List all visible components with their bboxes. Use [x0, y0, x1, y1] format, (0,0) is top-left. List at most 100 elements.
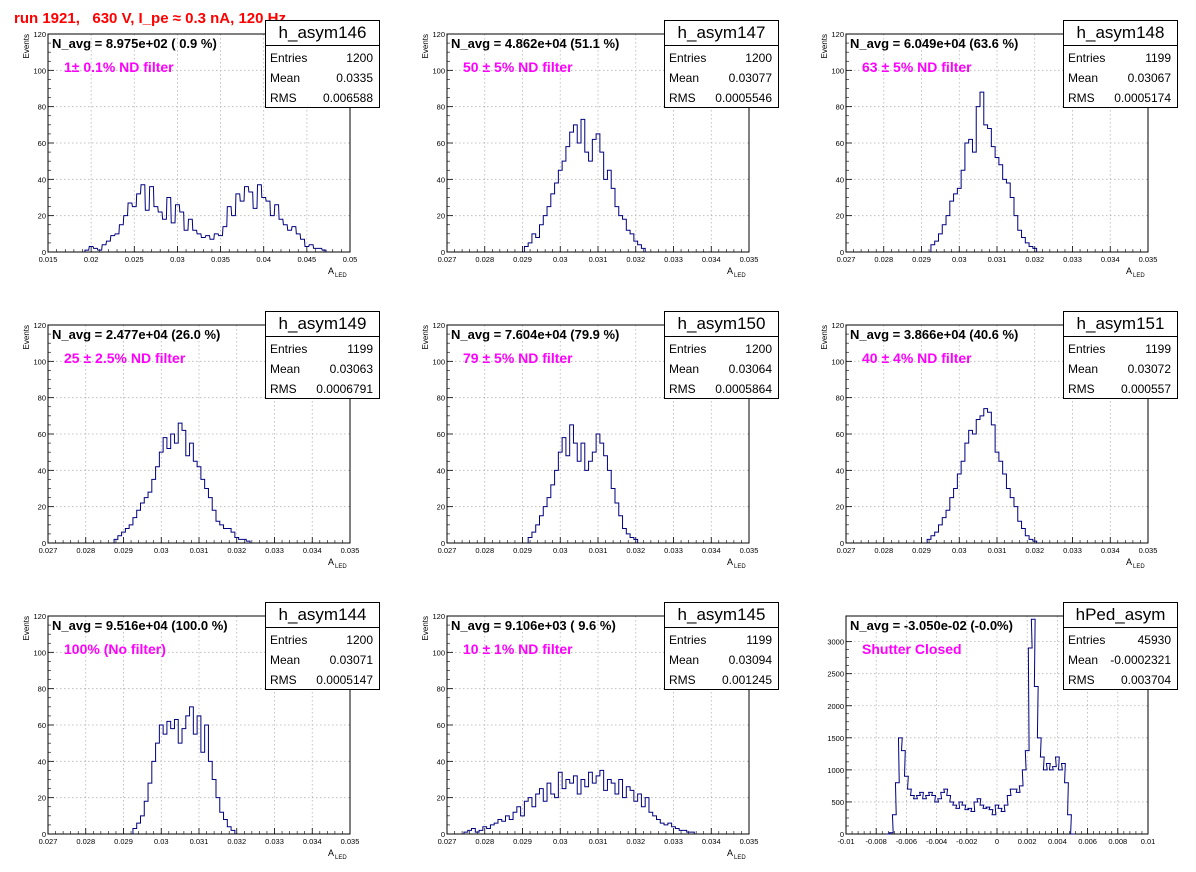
stats-value-entries: 45930: [1137, 633, 1171, 647]
histogram-bin: [479, 830, 483, 834]
histogram-bin: [174, 443, 178, 543]
x-tick-label: 0.01: [1141, 837, 1156, 846]
stats-row-rms: RMS 0.0006791: [270, 379, 373, 399]
histogram-bin: [592, 139, 596, 252]
x-tick-label: -0.002: [956, 837, 977, 846]
y-axis-label: Events: [22, 34, 31, 58]
y-tick-label: 1000: [827, 766, 844, 775]
histogram-bin: [513, 812, 517, 834]
histogram-name: h_asym144: [266, 603, 379, 628]
x-axis-label: A: [727, 266, 733, 276]
histogram-bin: [555, 470, 559, 543]
histogram-bin: [1029, 539, 1033, 543]
histogram-bin: [167, 198, 171, 253]
stats-row-mean: Mean 0.03077: [669, 68, 772, 88]
histogram-bin: [596, 434, 600, 543]
histogram-bin: [266, 201, 270, 252]
stats-value-rms: 0.001245: [721, 673, 772, 687]
x-axis-label: A: [1126, 266, 1132, 276]
histogram-bin: [570, 425, 574, 543]
x-tick-label: 0.002: [1018, 837, 1037, 846]
run-title: run 1921, 630 V, I_pe ≈ 0.3 nA, 120 Hz: [14, 10, 286, 27]
histogram-bin: [551, 194, 555, 252]
histogram-bin: [611, 783, 615, 834]
stats-box: h_asym150 Entries 1200 Mean 0.03064 RMS 0.0005…: [664, 311, 779, 399]
navg-label: N_avg = 6.049e+04 (63.6 %): [850, 36, 1019, 51]
stats-label-mean: Mean: [270, 71, 301, 85]
y-tick-label: 100: [33, 66, 46, 75]
histogram-bin: [528, 538, 532, 543]
histogram-bin: [517, 807, 521, 834]
y-tick-label: 40: [38, 757, 46, 766]
histogram-panel: 0.027 0.028 0.029 0.03 0.031 0.032 0.033 0.034 0…: [399, 0, 798, 290]
histogram-bin: [494, 823, 498, 834]
y-axis-label: Events: [421, 325, 430, 349]
histogram-bin: [159, 725, 163, 834]
stats-label-entries: Entries: [1068, 51, 1106, 65]
x-tick-label: 0.033: [664, 546, 683, 555]
stats-label-rms: RMS: [270, 382, 297, 396]
x-tick-label: 0.035: [740, 546, 759, 555]
x-tick-label: 0.032: [227, 546, 246, 555]
histogram-bin: [619, 216, 623, 252]
x-tick-label: 0.035: [740, 255, 759, 264]
y-tick-label: 100: [432, 648, 445, 657]
histogram-bin: [206, 236, 210, 252]
histogram-bin: [581, 780, 585, 835]
stats-label-rms: RMS: [669, 91, 696, 105]
histogram-bin: [137, 823, 141, 834]
stats-label-rms: RMS: [1068, 673, 1095, 687]
x-tick-label: 0.027: [837, 546, 856, 555]
histogram-panel: 0.027 0.028 0.029 0.03 0.031 0.032 0.033 0.034 0…: [798, 291, 1196, 581]
x-axis-label: A: [727, 557, 733, 567]
x-tick-label: 0.029: [912, 546, 931, 555]
y-tick-label: 40: [38, 175, 46, 184]
histogram-bin: [178, 743, 182, 834]
histogram-bin: [536, 794, 540, 834]
histogram-outline: [886, 618, 1075, 835]
x-axis-label: A: [328, 848, 334, 858]
histogram-bin: [524, 247, 528, 252]
y-axis-label: Events: [22, 616, 31, 640]
histogram-series: [926, 408, 1038, 543]
histogram-bin: [675, 829, 679, 834]
stats-box: h_asym148 Entries 1199 Mean 0.03067 RMS 0.0005…: [1063, 20, 1178, 108]
histogram-bin: [502, 821, 506, 834]
histogram-outline: [84, 184, 327, 252]
histogram-bin: [1003, 474, 1007, 543]
histogram-bin: [589, 772, 593, 834]
histogram-bin: [258, 185, 262, 252]
histogram-bin: [262, 198, 266, 253]
histogram-bin: [201, 752, 205, 834]
histogram-bin: [634, 801, 638, 834]
x-axis-label-subscript: LED: [1133, 564, 1145, 570]
histogram-bin: [124, 216, 128, 252]
histogram-bin: [615, 503, 619, 543]
histogram-bin: [245, 187, 249, 252]
x-tick-label: 0.029: [513, 546, 532, 555]
stats-box: h_asym151 Entries 1199 Mean 0.03072 RMS 0.0005…: [1063, 311, 1178, 399]
y-tick-label: 40: [437, 466, 445, 475]
histogram-bin: [318, 248, 322, 252]
histogram-bin: [950, 498, 954, 543]
stats-value-entries: 1200: [346, 51, 373, 65]
stats-value-mean: 0.0335: [336, 71, 373, 85]
y-tick-label: 0: [840, 539, 844, 548]
histogram-bin: [152, 479, 156, 543]
histogram-bin: [102, 245, 106, 252]
histogram-bin: [197, 234, 201, 252]
x-tick-label: 0.032: [227, 837, 246, 846]
histogram-bin: [227, 528, 231, 543]
stats-row-rms: RMS 0.006588: [270, 88, 373, 108]
navg-label: N_avg = 3.866e+04 (40.6 %): [850, 327, 1019, 342]
histogram-bin: [585, 470, 589, 543]
histogram-bin: [182, 729, 186, 834]
histogram-bin: [220, 525, 224, 543]
histogram-bin: [607, 170, 611, 252]
histogram-bin: [205, 725, 209, 834]
y-tick-label: 120: [831, 30, 844, 39]
histogram-bin: [232, 216, 236, 252]
x-tick-label: 0.04: [256, 255, 271, 264]
y-axis-label: Events: [22, 325, 31, 349]
stats-value-entries: 1199: [1145, 51, 1171, 65]
